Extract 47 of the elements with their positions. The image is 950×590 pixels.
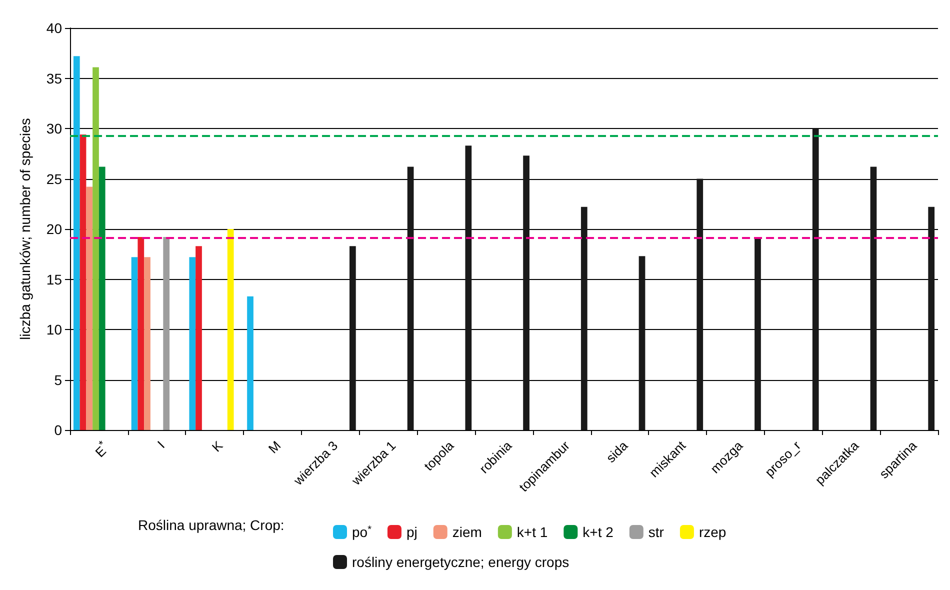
bar xyxy=(523,156,530,430)
legend-label: ziem xyxy=(452,524,482,540)
y-tick-label: 35 xyxy=(46,70,62,86)
legend-title: Roślina uprawna; Crop: xyxy=(138,517,284,533)
x-tick-label: sida xyxy=(602,438,630,466)
bar xyxy=(73,56,80,430)
bar xyxy=(349,246,356,430)
bar xyxy=(163,237,170,430)
x-tick-label: I xyxy=(154,438,168,452)
bar xyxy=(812,128,819,430)
legend-label: rośliny energetyczne; energy crops xyxy=(352,554,570,570)
bar xyxy=(696,178,704,430)
bar xyxy=(98,166,106,430)
legend-label: str xyxy=(648,524,664,540)
y-axis-title: liczba gatunków; number of species xyxy=(17,118,33,340)
bar xyxy=(870,166,877,430)
bar xyxy=(80,134,86,430)
y-tick-label: 30 xyxy=(46,120,62,136)
y-tick-label: 20 xyxy=(46,221,62,237)
bar xyxy=(754,237,761,430)
bar xyxy=(86,186,93,430)
bar xyxy=(247,296,254,430)
y-tick-label: 15 xyxy=(46,271,62,288)
bar xyxy=(144,257,150,430)
x-tick-label: M xyxy=(264,438,284,456)
bar xyxy=(465,146,472,430)
legend-label: pj xyxy=(406,524,418,540)
legend-label: rzep xyxy=(698,524,726,540)
legend-label: k+t 2 xyxy=(582,524,614,540)
legend-label: po* xyxy=(352,524,372,540)
bar xyxy=(131,257,138,430)
y-tick-label: 0 xyxy=(54,422,62,438)
bar xyxy=(189,257,196,430)
y-tick-label: 5 xyxy=(54,372,62,388)
y-tick-label: 40 xyxy=(46,20,62,36)
bar xyxy=(92,67,99,430)
bar xyxy=(196,246,202,430)
bar xyxy=(928,206,935,430)
bar xyxy=(407,166,414,430)
legend-label: k+t 1 xyxy=(516,524,548,540)
bar xyxy=(138,237,144,430)
bar xyxy=(580,206,588,430)
y-tick-label: 10 xyxy=(46,322,62,338)
x-tick-label: K xyxy=(208,438,226,455)
y-tick-label: 25 xyxy=(46,170,62,187)
bar xyxy=(227,229,234,430)
bar xyxy=(638,256,646,430)
